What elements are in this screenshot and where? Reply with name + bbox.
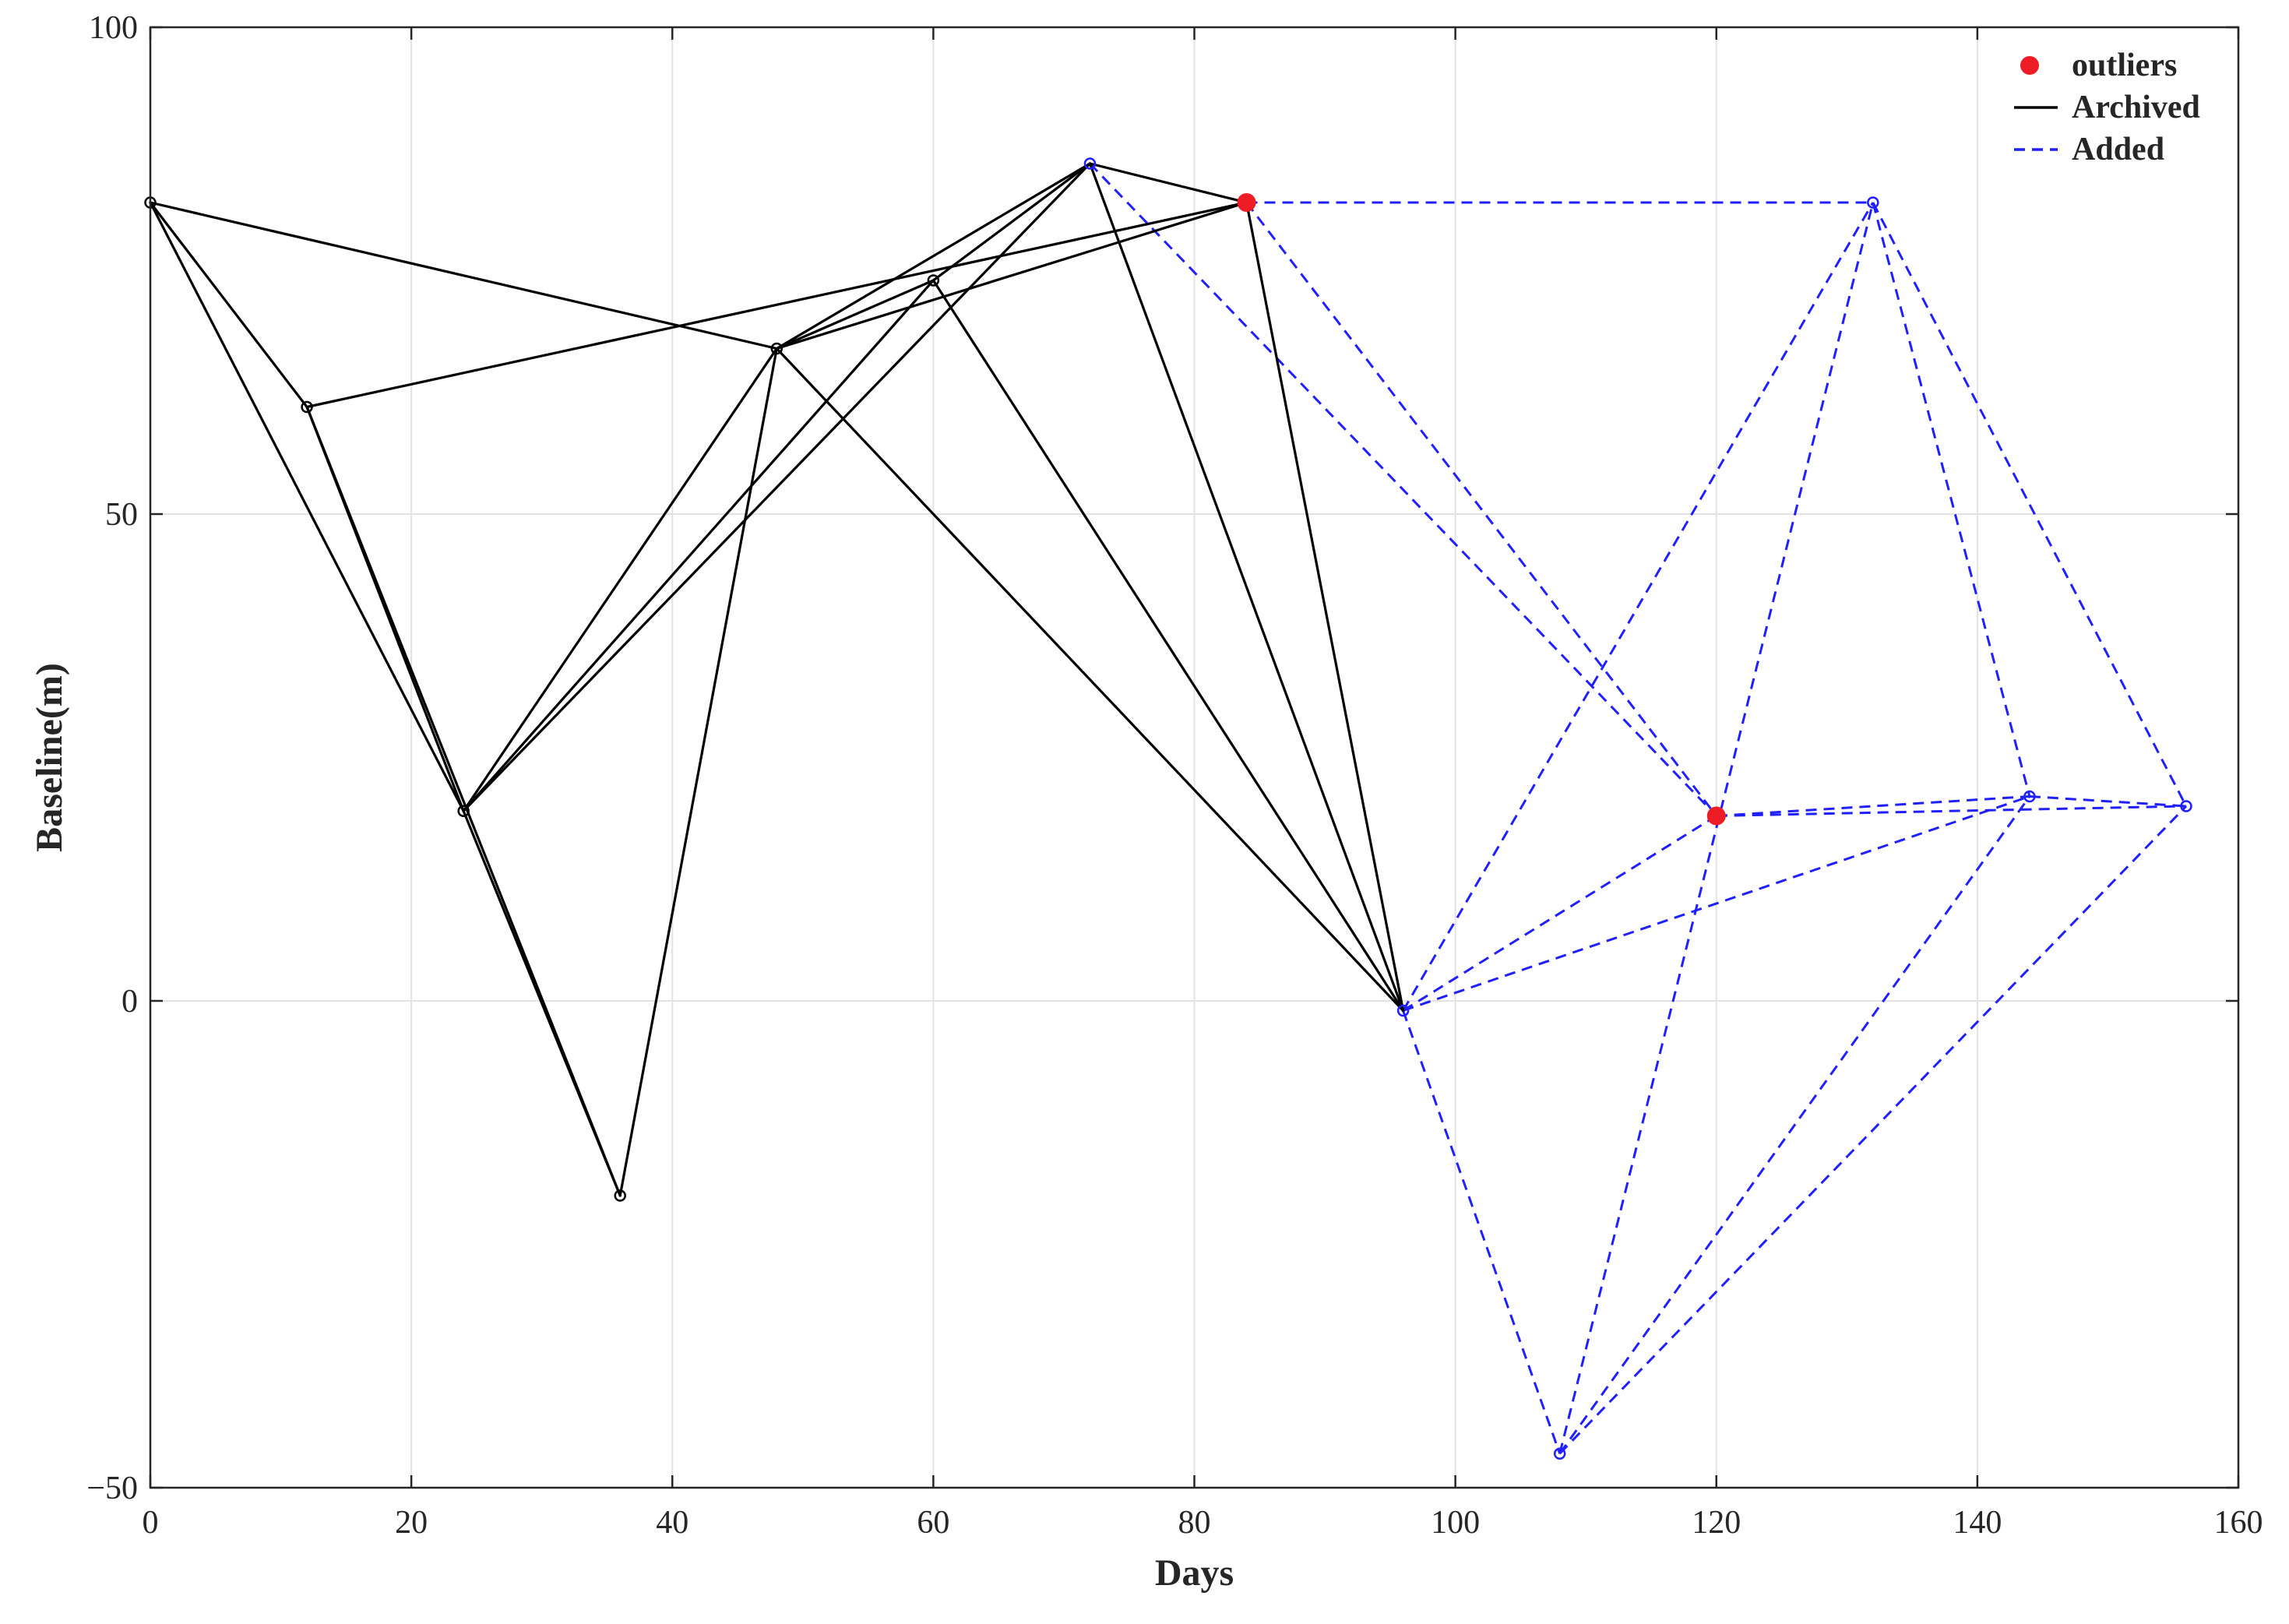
x-tick-label: 20	[395, 1505, 428, 1541]
added-edge	[2029, 795, 2187, 808]
x-tick-label: 140	[1953, 1505, 2002, 1541]
archived-edge	[775, 347, 1405, 1013]
archived-node	[927, 274, 940, 287]
added-edges	[1089, 162, 2188, 1455]
archived-edge	[775, 201, 1248, 351]
outlier-node	[1237, 193, 1256, 212]
added-edge	[1558, 795, 2031, 1455]
added-edge	[1872, 202, 2188, 807]
added-edge	[1089, 162, 1717, 817]
x-tick-label: 120	[1692, 1505, 1741, 1541]
y-tick-label: 100	[89, 10, 138, 46]
legend-label-added: Added	[2072, 132, 2164, 167]
archived-node	[301, 400, 313, 414]
x-axis-label: Days	[1155, 1552, 1234, 1594]
added-edge	[1872, 202, 2031, 797]
added-edge	[1402, 815, 1717, 1012]
outlier-node	[1706, 806, 1726, 826]
x-tick-label: 40	[656, 1505, 688, 1541]
added-node	[2180, 800, 2192, 812]
archived-edge	[1088, 162, 1248, 204]
x-tick-label: 160	[2214, 1505, 2263, 1541]
legend-label-outliers: outliers	[2072, 48, 2177, 83]
added-node	[1553, 1447, 1566, 1460]
archived-edge	[149, 201, 465, 812]
archived-edge	[1245, 201, 1405, 1013]
legend: outliers Archived Added	[2014, 48, 2200, 167]
network-nodes	[144, 157, 2192, 1460]
added-edge	[1716, 795, 2030, 817]
added-edge	[1716, 805, 2187, 817]
archived-edge	[149, 201, 778, 351]
archived-edge	[462, 347, 778, 812]
added-edge	[1403, 795, 2030, 1012]
y-axis-label: Baseline(m)	[29, 663, 70, 852]
archived-edges	[149, 162, 1405, 1197]
archived-edge	[775, 279, 935, 351]
x-tick-label: 0	[143, 1505, 159, 1541]
added-node	[2023, 790, 2036, 803]
x-tick-label: 100	[1431, 1505, 1480, 1541]
archived-edge	[618, 347, 778, 1197]
archived-edge	[149, 201, 308, 409]
added-node	[1867, 196, 1879, 209]
y-tick-label: −50	[86, 1471, 138, 1506]
network-edges	[149, 162, 2188, 1455]
added-edge	[1245, 202, 1717, 817]
y-tick-label: 0	[121, 984, 138, 1020]
x-tick-label: 80	[1178, 1505, 1211, 1541]
added-node	[1083, 157, 1097, 170]
archived-edge	[462, 162, 1092, 812]
added-edge	[1402, 1010, 1562, 1454]
archived-node	[614, 1189, 626, 1202]
archived-edge	[931, 162, 1092, 282]
archived-edge	[462, 809, 622, 1197]
archived-edge	[305, 201, 1248, 409]
archived-edge	[931, 279, 1405, 1013]
legend-label-archived: Archived	[2072, 90, 2200, 125]
archived-edge	[1088, 162, 1405, 1013]
archived-edge	[462, 279, 935, 812]
x-tick-label: 60	[917, 1505, 949, 1541]
y-tick-label: 50	[105, 497, 138, 533]
added-edge	[1558, 805, 2188, 1455]
added-edge	[1402, 202, 1875, 1012]
archived-edge	[775, 162, 1092, 351]
legend-outlier-marker	[2020, 56, 2039, 75]
added-node	[1396, 1004, 1410, 1017]
archived-node	[770, 342, 784, 355]
archived-node	[457, 805, 470, 817]
